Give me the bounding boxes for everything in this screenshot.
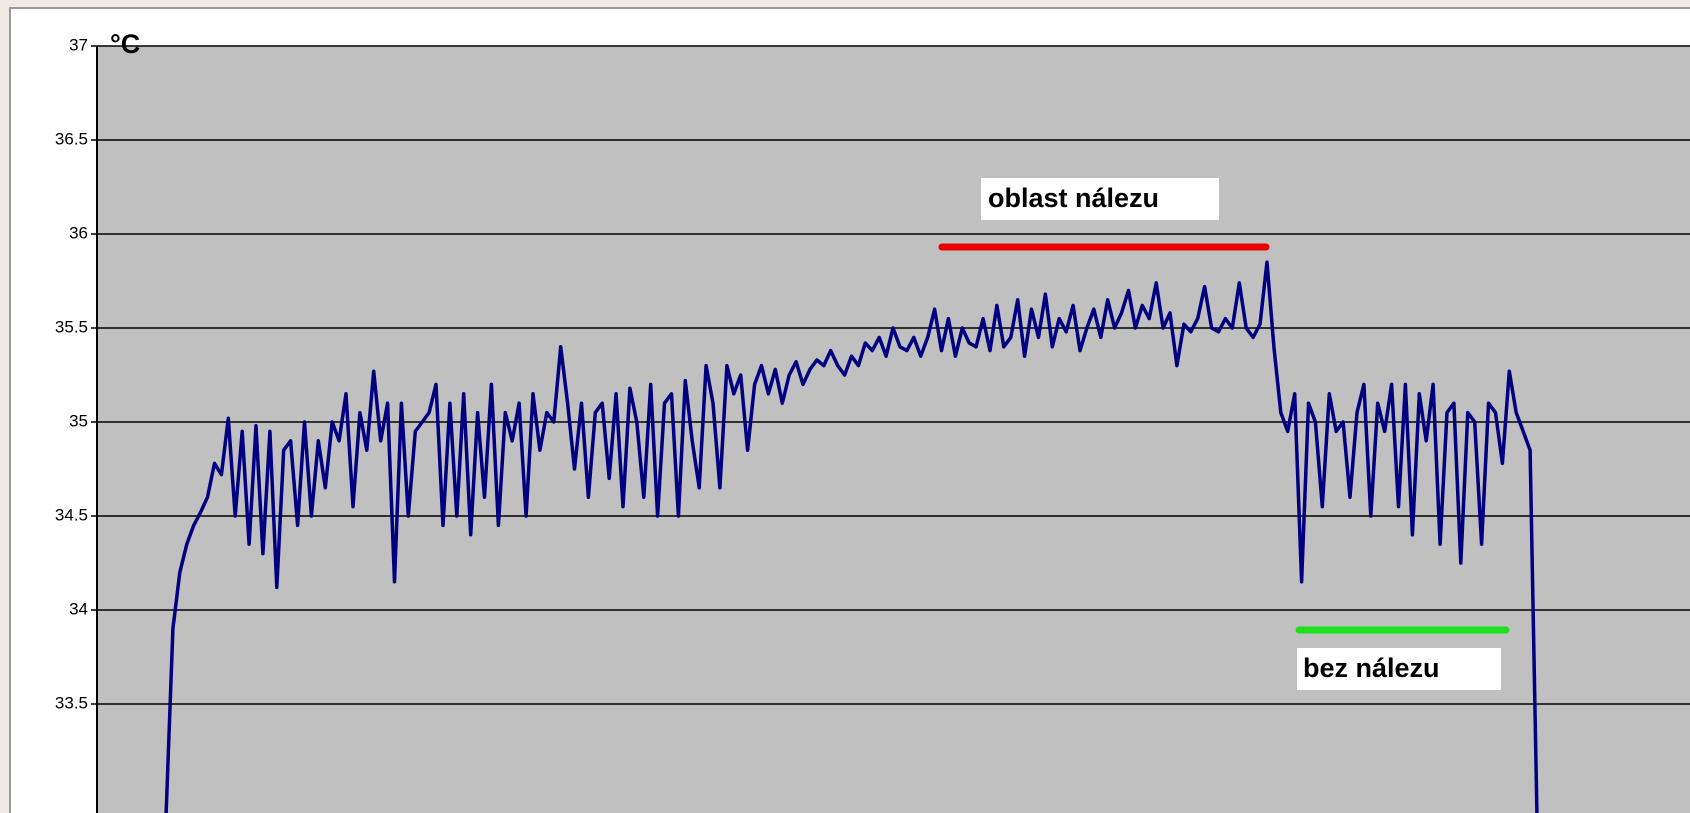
y-ticks: 33.5 34 34.5 35 35.5 36 36.5 37	[55, 35, 97, 712]
y-tick-label: 33.5	[55, 693, 88, 712]
series	[164, 260, 1539, 813]
y-tick-label: 37	[69, 35, 88, 54]
y-tick-label: 34.5	[55, 505, 88, 524]
y-tick-label: 35	[69, 411, 88, 430]
annotation-box	[981, 178, 1219, 220]
y-tick-label: 35.5	[55, 317, 88, 336]
y-tick-label: 36	[69, 223, 88, 242]
y-tick-label: 36.5	[55, 129, 88, 148]
annotation: bez nálezu	[1303, 653, 1440, 683]
data-line	[164, 260, 1539, 813]
y-axis-label: °C	[110, 29, 140, 59]
annotation: oblast nálezu	[988, 183, 1159, 213]
y-tick-label: 34	[69, 599, 88, 618]
annotation-box	[1297, 648, 1501, 690]
